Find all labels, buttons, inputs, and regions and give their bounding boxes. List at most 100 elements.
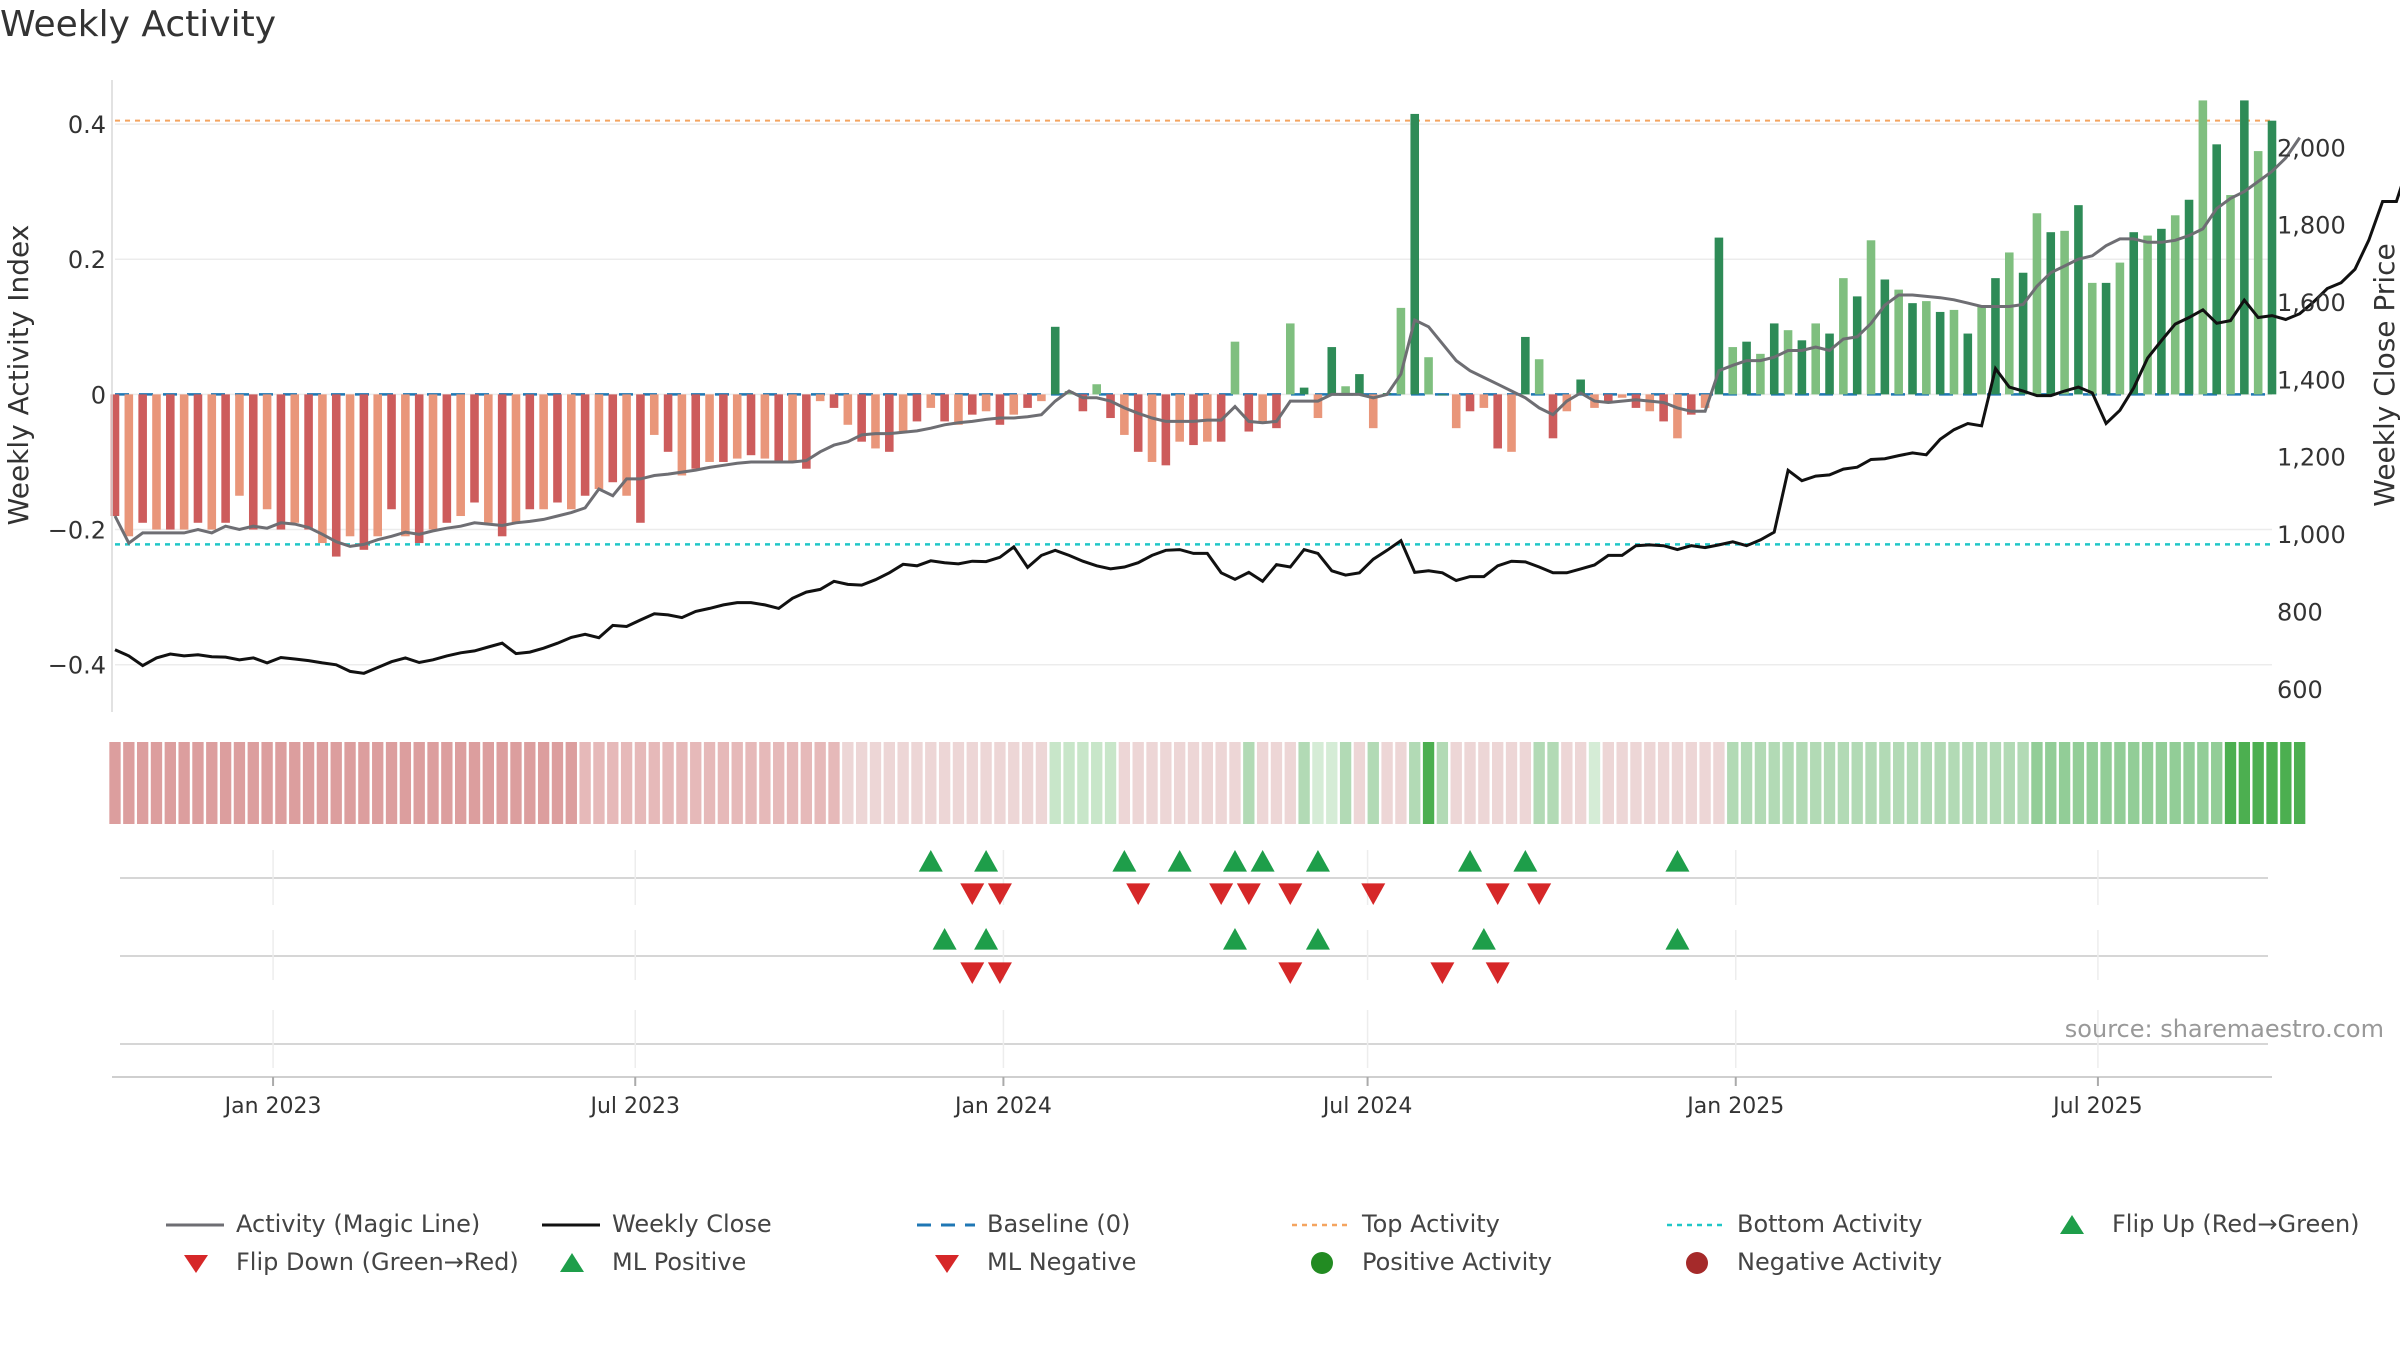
activity-bar (304, 394, 313, 530)
activity-bar (1078, 394, 1088, 412)
legend-swatch (935, 1255, 959, 1273)
flip-down-marker (1485, 883, 1510, 905)
dot-icon (1686, 1252, 1708, 1274)
legend-swatch (560, 1253, 584, 1272)
ml-positive-marker (1305, 928, 1330, 950)
flip-up-marker (918, 850, 943, 872)
activity-bar (428, 394, 438, 530)
heat-strip-cell (302, 742, 315, 824)
heat-strip-cell (897, 742, 909, 824)
y2-tick-label: 1,800 (2277, 212, 2346, 240)
weekly-close-line (114, 185, 2400, 675)
activity-bar (1686, 394, 1696, 415)
activity-bar (1866, 240, 1876, 395)
activity-bar (580, 394, 590, 496)
heat-strip-cell (1326, 742, 1338, 824)
heat-strip-cell (1975, 742, 1988, 824)
activity-bar (691, 394, 701, 469)
legend-item: Positive Activity (1311, 1248, 1552, 1276)
ml-negative-marker (1278, 962, 1303, 984)
dotted-line-icon (1667, 1223, 1725, 1227)
heat-strip-cell (1422, 742, 1435, 824)
series-lines (113, 136, 2400, 675)
dashed-line-icon (917, 1223, 975, 1227)
triangle-up-icon (560, 1253, 584, 1272)
flip-up-marker (1167, 850, 1192, 872)
legend-item: ML Positive (560, 1248, 746, 1276)
heat-strip-cell (496, 742, 508, 824)
heat-strip-cell (1561, 742, 1573, 824)
activity-bar (677, 394, 687, 476)
activity-bar (2267, 120, 2277, 395)
activity-bar (705, 394, 714, 462)
activity-bar (221, 394, 230, 523)
activity-bar (898, 394, 908, 432)
heat-strip-cell (551, 742, 564, 824)
activity-bar (663, 394, 673, 452)
heat-strip-cell (2238, 742, 2251, 824)
y2-tick-label: 1,000 (2277, 521, 2346, 549)
activity-bar (1963, 333, 1973, 395)
activity-bar (912, 394, 922, 422)
activity-bar (1811, 323, 1820, 395)
activity-bar (1037, 394, 1046, 402)
activity-bar (1133, 394, 1143, 452)
x-tick-label: Jul 2025 (2051, 1094, 2143, 1119)
heat-strip-cell (1339, 742, 1352, 824)
heat-strip-cell (925, 742, 937, 824)
heat-strip-cell (2266, 742, 2278, 824)
activity-bar (110, 394, 120, 517)
source-note: source: sharemaestro.com (2064, 1015, 2384, 1043)
dot-icon (1311, 1252, 1333, 1274)
activity-bar (1189, 394, 1198, 446)
heat-strip-cell (1934, 742, 1946, 824)
heat-strip-cell (1810, 742, 1822, 824)
y-tick-label: 0.4 (68, 111, 106, 139)
activity-bar (1604, 394, 1613, 402)
activity-bar (2018, 272, 2028, 395)
activity-bar (248, 394, 258, 530)
y-tick-label: −0.4 (48, 652, 106, 680)
activity-bar (401, 394, 410, 537)
activity-bar (746, 394, 756, 456)
heat-strip-cell (1519, 742, 1532, 824)
legend-item: Activity (Magic Line) (166, 1210, 480, 1238)
heat-strip-cell (358, 742, 370, 824)
heat-strip-cell (1298, 742, 1310, 824)
heat-strip-cell (2114, 742, 2126, 824)
activity-bar (1742, 341, 1751, 395)
activity-bar (1175, 394, 1184, 442)
activity-bar (815, 394, 825, 402)
heat-strip-cell (759, 742, 771, 824)
activity-bar (2170, 215, 2180, 395)
activity-bar (2253, 151, 2263, 395)
ml-negative-marker (987, 962, 1012, 984)
heat-strip-cell (1464, 742, 1476, 824)
activity-bar (166, 394, 175, 530)
x-axis: Jan 2023 Jul 2023 Jan 2024 Jul 2024 Jan 2025… (112, 1076, 2272, 1119)
activity-bar (2198, 100, 2208, 395)
heat-strip-cell (1077, 742, 1089, 824)
x-tick-label: Jan 2024 (953, 1094, 1052, 1119)
flip-down-marker (1361, 883, 1386, 905)
activity-bar (373, 394, 382, 537)
activity-bar (843, 394, 853, 425)
ml-negative-marker (1430, 962, 1455, 984)
y-tick-label: 0 (91, 381, 106, 409)
heat-strip-cell (275, 742, 287, 824)
heat-strip-cell (1823, 742, 1836, 824)
heat-strip-cell (1270, 742, 1283, 824)
activity-bar (622, 394, 631, 496)
activity-bar (1991, 278, 2000, 395)
heat-strip-cell (1754, 742, 1767, 824)
activity-bar (1659, 394, 1668, 422)
activity-bar (2240, 100, 2249, 395)
activity-bar (138, 394, 147, 523)
activity-bar (1410, 113, 1420, 395)
activity-bar (954, 394, 963, 425)
heat-strip-cell (2086, 742, 2098, 824)
heat-strip-cell (1091, 742, 1103, 824)
heat-strip-cell (1796, 742, 1808, 824)
heat-strip-cell (731, 742, 743, 824)
activity-bar (124, 394, 134, 537)
